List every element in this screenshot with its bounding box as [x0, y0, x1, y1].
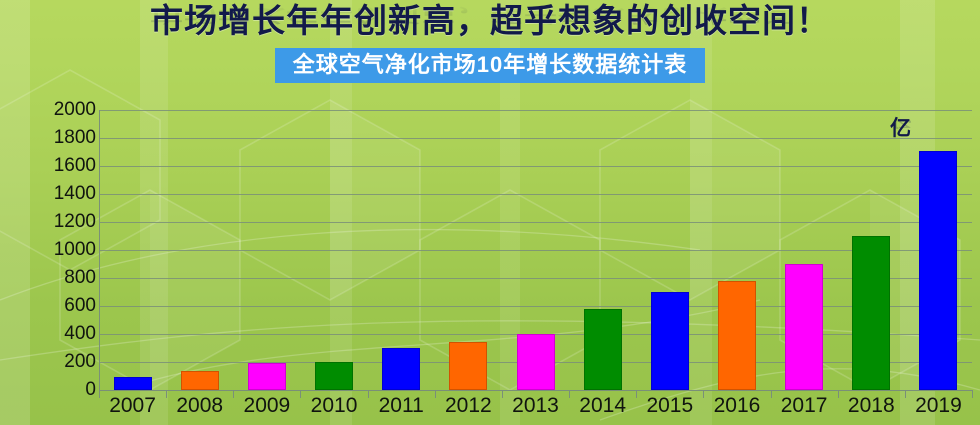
y-tick-label: 800 — [64, 267, 96, 288]
y-tick-label: 1800 — [53, 127, 96, 148]
x-axis-line — [99, 390, 972, 391]
x-axis-tick-labels: 2007 2008 2009 2010 2011 2012 2013 2014 2015 2016… — [99, 394, 972, 422]
x-tick-label-2008: 2008 — [176, 394, 224, 417]
y-axis-tick-labels: 2000 1800 1600 1400 1200 1000 800 600 400 200 0 — [0, 99, 980, 400]
x-tick-label-2018: 2018 — [847, 394, 895, 417]
gridline — [99, 110, 972, 111]
x-tick-label-2019: 2019 — [915, 394, 962, 417]
bar-2013[interactable] — [516, 334, 555, 390]
x-tickmark — [636, 390, 638, 398]
x-tickmark — [367, 390, 369, 398]
y-tick-label: 600 — [64, 295, 96, 316]
bar-2019[interactable] — [919, 150, 958, 390]
bar-2008[interactable] — [180, 371, 219, 390]
gridline — [99, 278, 972, 279]
x-tickmark — [434, 390, 436, 398]
x-tickmark — [166, 390, 168, 398]
bar-2017[interactable] — [785, 264, 824, 390]
x-tickmark — [904, 390, 906, 398]
gridline — [99, 250, 972, 251]
y-tick-label: 1000 — [53, 239, 96, 260]
x-tickmark — [972, 390, 973, 398]
x-tickmark — [233, 390, 235, 398]
x-tick-label-2016: 2016 — [713, 394, 761, 417]
y-tick-label: 0 — [85, 379, 96, 400]
x-tick-label-2017: 2017 — [780, 394, 828, 417]
y-tick-label: 1600 — [53, 155, 96, 176]
gridline — [99, 194, 972, 195]
gridline — [99, 222, 972, 223]
x-tickmark — [837, 390, 839, 398]
y-tick-label: 1200 — [53, 211, 96, 232]
bar-2018[interactable] — [852, 236, 891, 390]
y-tick-label: 400 — [64, 323, 96, 344]
subtitle-banner-wrap: 全球空气净化市场10年增长数据统计表 — [0, 48, 980, 84]
x-tickmark — [501, 390, 503, 398]
y-axis-line — [99, 110, 100, 392]
bar-2011[interactable] — [382, 348, 421, 390]
gridline — [99, 306, 972, 307]
chart-bars — [99, 110, 972, 390]
gridline — [99, 138, 972, 139]
y-tick-label: 1400 — [53, 183, 96, 204]
y-tick-label: 2000 — [53, 99, 96, 120]
bar-2015[interactable] — [650, 292, 689, 390]
x-tick-label-2012: 2012 — [444, 394, 492, 417]
x-tick-label-2011: 2011 — [378, 394, 424, 417]
x-tick-label-2009: 2009 — [243, 394, 291, 417]
y-tick-label: 200 — [64, 351, 96, 372]
x-tick-label-2013: 2013 — [512, 394, 559, 417]
bar-2007[interactable] — [113, 377, 152, 390]
x-tickmark — [99, 390, 100, 398]
x-tickmark — [770, 390, 772, 398]
x-tickmark — [569, 390, 571, 398]
x-tickmark — [300, 390, 302, 398]
x-tick-label-2014: 2014 — [579, 394, 626, 417]
bar-2014[interactable] — [583, 308, 622, 390]
bar-2009[interactable] — [247, 362, 286, 390]
x-tick-label-2007: 2007 — [109, 394, 156, 417]
x-tick-label-2010: 2010 — [310, 394, 358, 417]
bar-2012[interactable] — [449, 342, 488, 390]
page-title: 市场增长年年创新高，超乎想象的创收空间！ — [150, 2, 830, 39]
gridline — [99, 166, 972, 167]
x-tickmark — [703, 390, 705, 398]
bar-2016[interactable] — [717, 280, 756, 390]
subtitle-banner: 全球空气净化市场10年增长数据统计表 — [274, 48, 706, 84]
x-tick-label-2015: 2015 — [646, 394, 694, 417]
unit-label: 亿 — [890, 117, 911, 140]
bar-2010[interactable] — [315, 362, 354, 390]
